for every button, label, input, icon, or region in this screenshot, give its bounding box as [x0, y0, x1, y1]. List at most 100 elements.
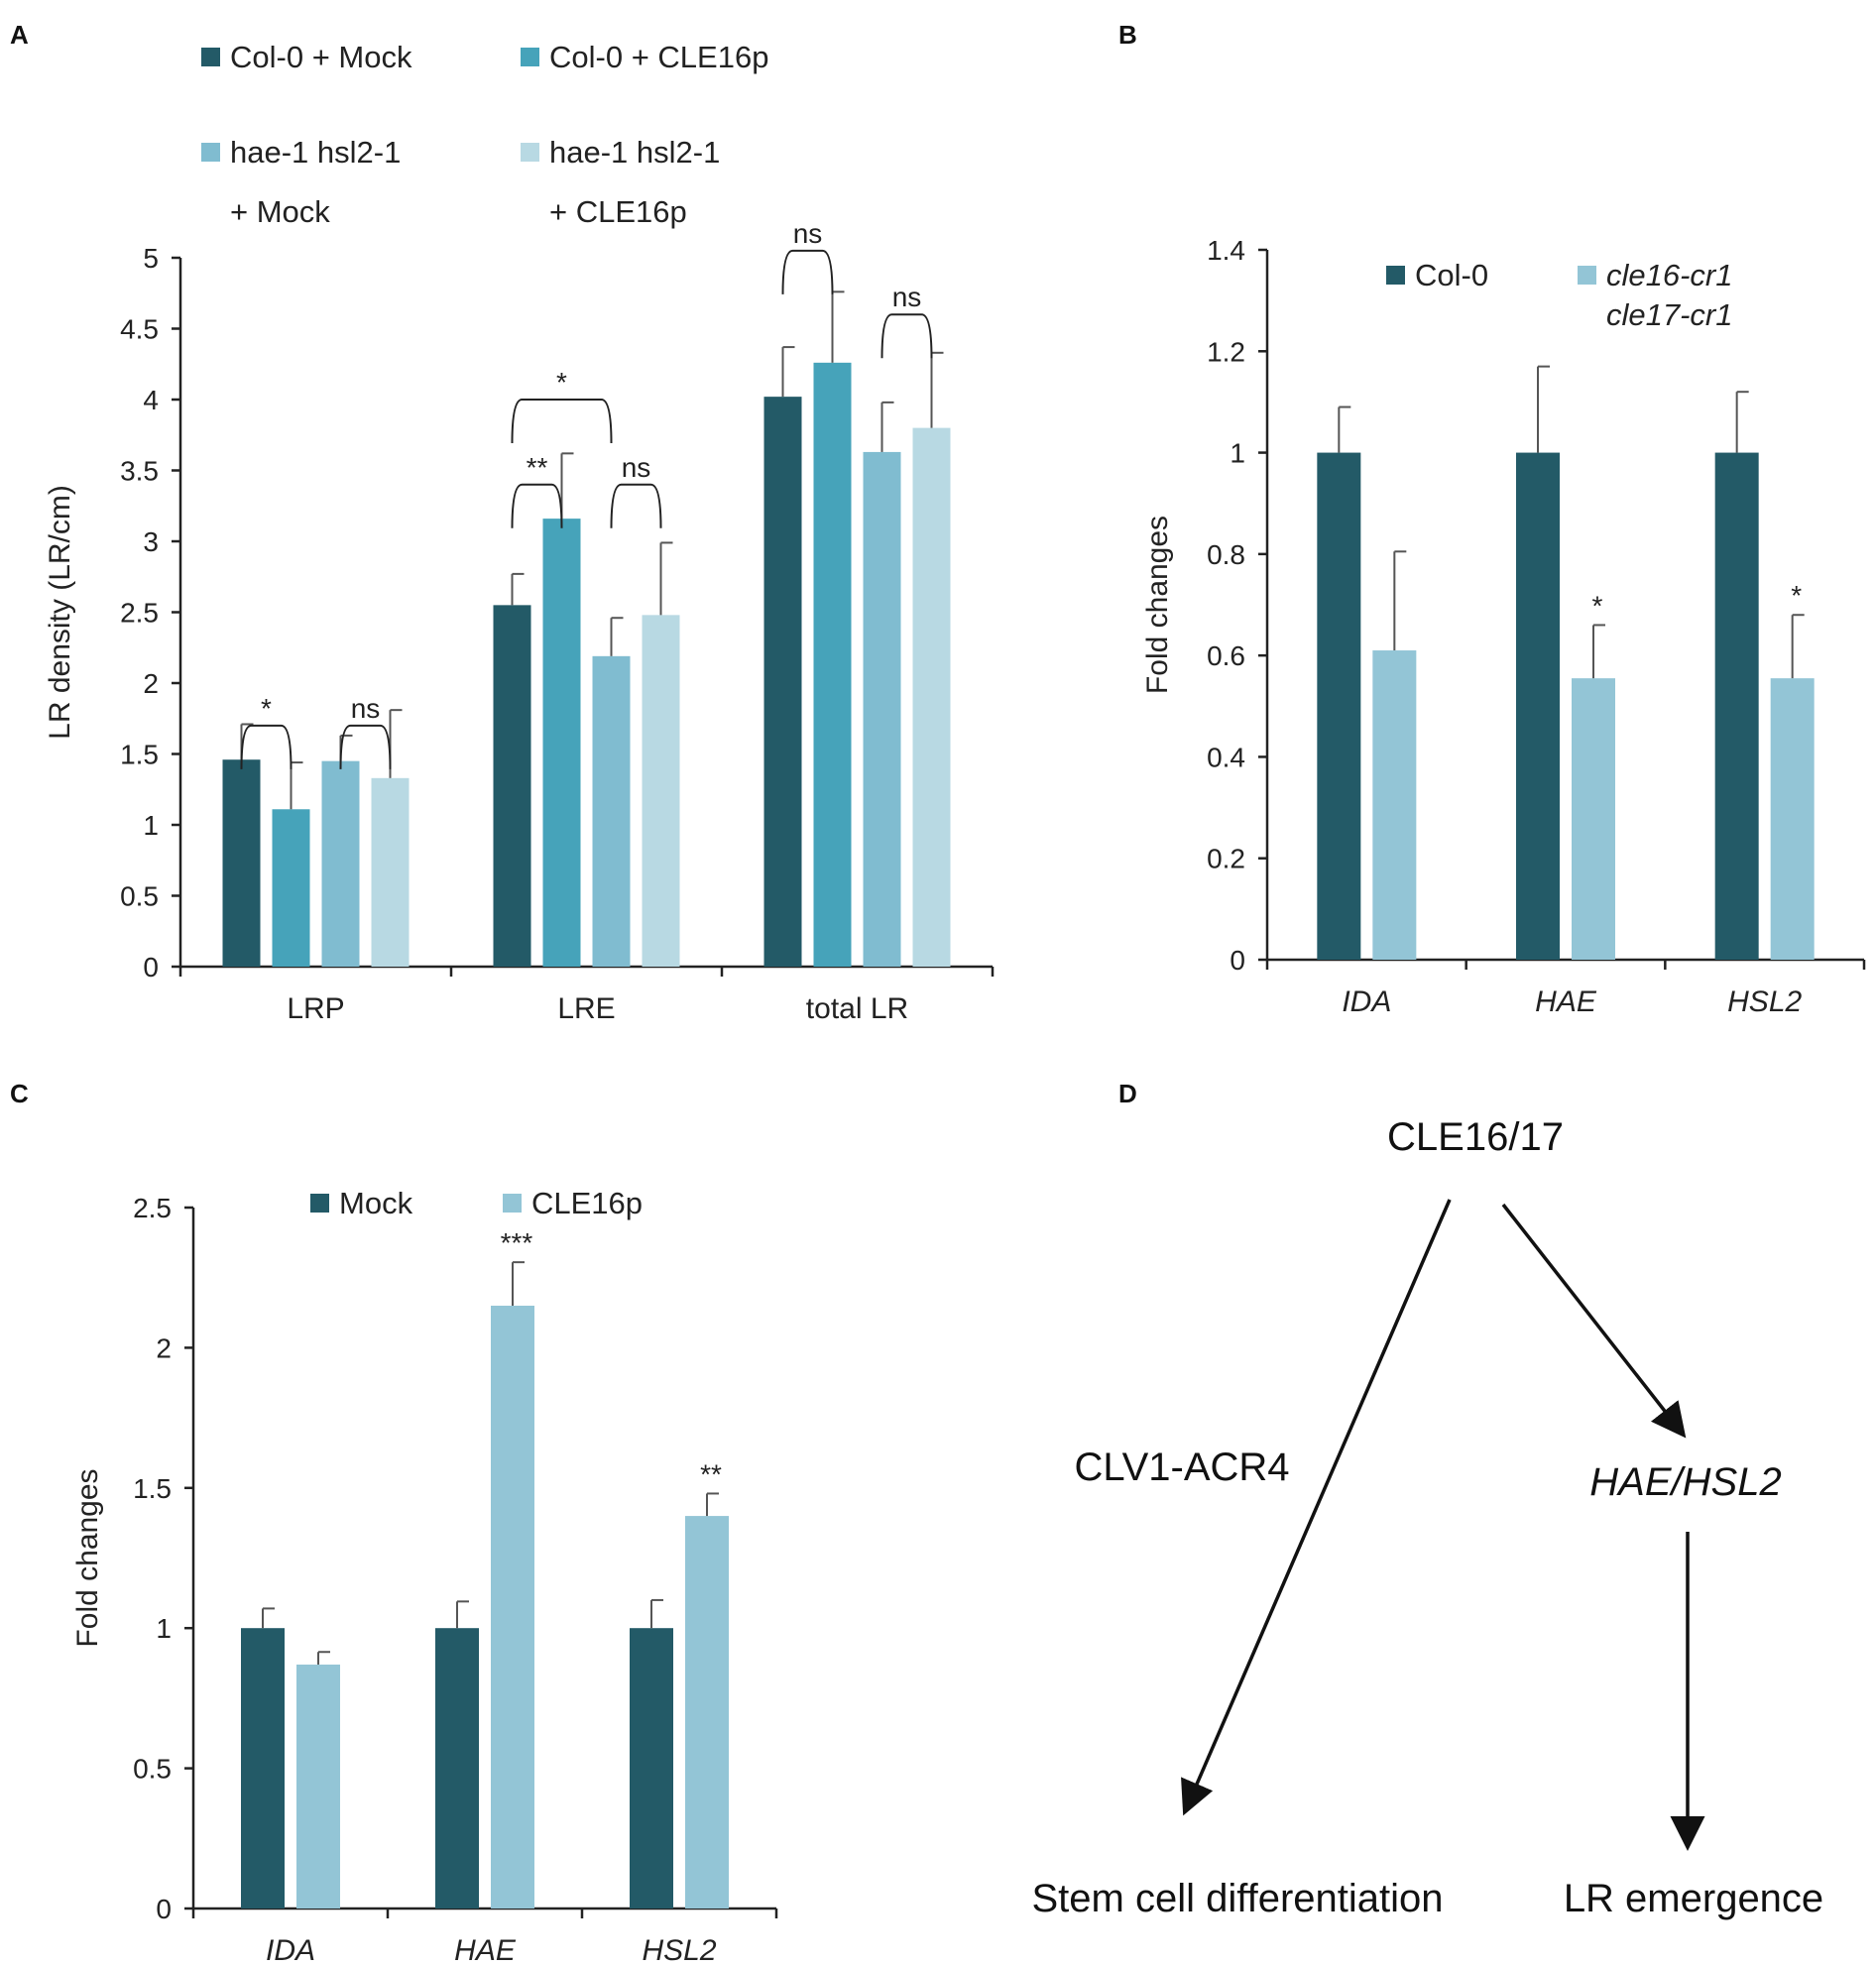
y-tick-label: 4: [143, 385, 159, 415]
legend-swatch: [1386, 266, 1405, 285]
category-label: HSL2: [642, 1934, 716, 1966]
bar: [1770, 678, 1815, 960]
legend-label-line2: + CLE16p: [549, 194, 687, 229]
chart-b: 0 0.2 0.4 0.6 0.8 1 1.2 1.4 IDA HAE HSL2 Fold chang…: [1141, 235, 1866, 1018]
legend-label: hae-1 hsl2-1: [230, 135, 401, 170]
y-tick-label: 1.2: [1207, 336, 1245, 367]
y-tick-label: 3: [143, 526, 159, 557]
bar: [592, 655, 631, 967]
bar: [222, 759, 261, 967]
pathway-diagram: CLE16/17 CLV1-ACR4 HAE/HSL2 Stem cell di…: [1031, 1115, 1823, 1920]
y-tick-label: 2.5: [120, 598, 159, 629]
significance-bracket: [511, 483, 563, 528]
significance-label: ns: [622, 452, 651, 483]
y-axis-title: Fold changes: [71, 1468, 104, 1647]
diagram-bottom-right-label: LR emergence: [1564, 1877, 1823, 1920]
legend-swatch: [201, 143, 220, 162]
significance-label: *: [556, 367, 567, 398]
legend-label: Col-0 + Mock: [230, 40, 412, 74]
bar: [1572, 678, 1615, 960]
diagram-right-label: HAE/HSL2: [1589, 1460, 1781, 1504]
bar: [435, 1628, 479, 1908]
y-axis-title: LR density (LR/cm): [44, 485, 76, 740]
legend-label: hae-1 hsl2-1: [549, 135, 720, 170]
arrow-to-hae-hsl2: [1501, 1203, 1687, 1439]
bar: [763, 397, 802, 967]
y-tick-label: 1.5: [120, 740, 159, 770]
panel-b-letter: B: [1118, 20, 1137, 50]
y-tick-label: 2.5: [133, 1193, 172, 1223]
diagram-top-label: CLE16/17: [1387, 1115, 1564, 1159]
y-tick-label: 1: [143, 810, 159, 841]
bar: [1317, 452, 1361, 960]
significance-bracket: [610, 483, 662, 528]
panel-d-letter: D: [1118, 1079, 1137, 1108]
y-tick-label: 0.2: [1207, 844, 1245, 874]
category-label: HSL2: [1727, 985, 1802, 1018]
bar: [491, 1305, 534, 1908]
significance-bracket: [781, 249, 834, 294]
category-label: IDA: [1342, 985, 1391, 1018]
y-tick-label: 0.5: [133, 1754, 172, 1785]
legend-swatch: [521, 48, 539, 66]
y-tick-label: 2: [143, 668, 159, 699]
legend-label: Mock: [339, 1186, 413, 1220]
bar: [642, 615, 680, 967]
y-tick-label: 3.5: [120, 456, 159, 487]
y-tick-label: 1.5: [133, 1473, 172, 1504]
diagram-left-label: CLV1-ACR4: [1074, 1446, 1289, 1489]
category-label: HAE: [454, 1934, 517, 1966]
bar: [493, 605, 531, 967]
significance-label: ns: [793, 218, 823, 249]
bar: [272, 809, 310, 967]
significance-label: **: [527, 452, 548, 483]
diagram-bottom-left-label: Stem cell differentiation: [1031, 1877, 1443, 1920]
arrow-to-stem-cell: [1181, 1199, 1452, 1816]
legend-swatch: [503, 1194, 522, 1213]
significance-label: *: [261, 693, 272, 724]
y-tick-label: 0: [1230, 945, 1245, 976]
y-axis-title: Fold changes: [1141, 516, 1174, 694]
significance-mark: *: [1791, 580, 1802, 611]
bar: [241, 1628, 285, 1908]
legend-label: Col-0: [1415, 258, 1488, 292]
y-tick-label: 1.4: [1207, 235, 1245, 266]
bar: [912, 427, 951, 968]
bar: [1372, 650, 1417, 960]
y-tick-label: 2: [156, 1332, 172, 1363]
significance-bracket: [240, 724, 293, 769]
bar: [1516, 452, 1560, 960]
bar: [630, 1628, 673, 1908]
y-tick-label: 0: [156, 1894, 172, 1924]
significance-mark: *: [1592, 590, 1603, 621]
bar: [863, 451, 901, 967]
chart-a: 0 0.5 1 1.5 2 2.5 3 3.5 4 4.5 5 LRP LRE total LR LR de…: [44, 40, 995, 1025]
bar: [296, 1664, 340, 1908]
category-label: IDA: [266, 1934, 315, 1966]
y-tick-label: 0.5: [120, 881, 159, 912]
significance-bracket: [880, 313, 933, 359]
legend-swatch: [521, 143, 539, 162]
y-tick-label: 0.8: [1207, 539, 1245, 570]
category-label: LRP: [287, 992, 344, 1025]
y-tick-label: 1: [1230, 438, 1245, 469]
y-tick-label: 1: [156, 1613, 172, 1644]
y-tick-label: 0: [143, 952, 159, 983]
significance-label: ns: [892, 282, 922, 312]
legend-label-line2: cle17-cr1: [1606, 297, 1733, 332]
legend-swatch: [1578, 266, 1596, 285]
significance-bracket: [511, 399, 613, 444]
bar: [1714, 452, 1759, 960]
y-tick-label: 5: [143, 243, 159, 274]
bar: [685, 1516, 729, 1908]
panel-a-letter: A: [10, 20, 29, 50]
bar: [813, 362, 852, 967]
category-label: HAE: [1535, 985, 1597, 1018]
y-tick-label: 0.4: [1207, 742, 1245, 772]
legend-label: CLE16p: [531, 1186, 643, 1220]
bar: [321, 760, 360, 967]
legend-swatch: [310, 1194, 329, 1213]
bar: [542, 519, 581, 967]
